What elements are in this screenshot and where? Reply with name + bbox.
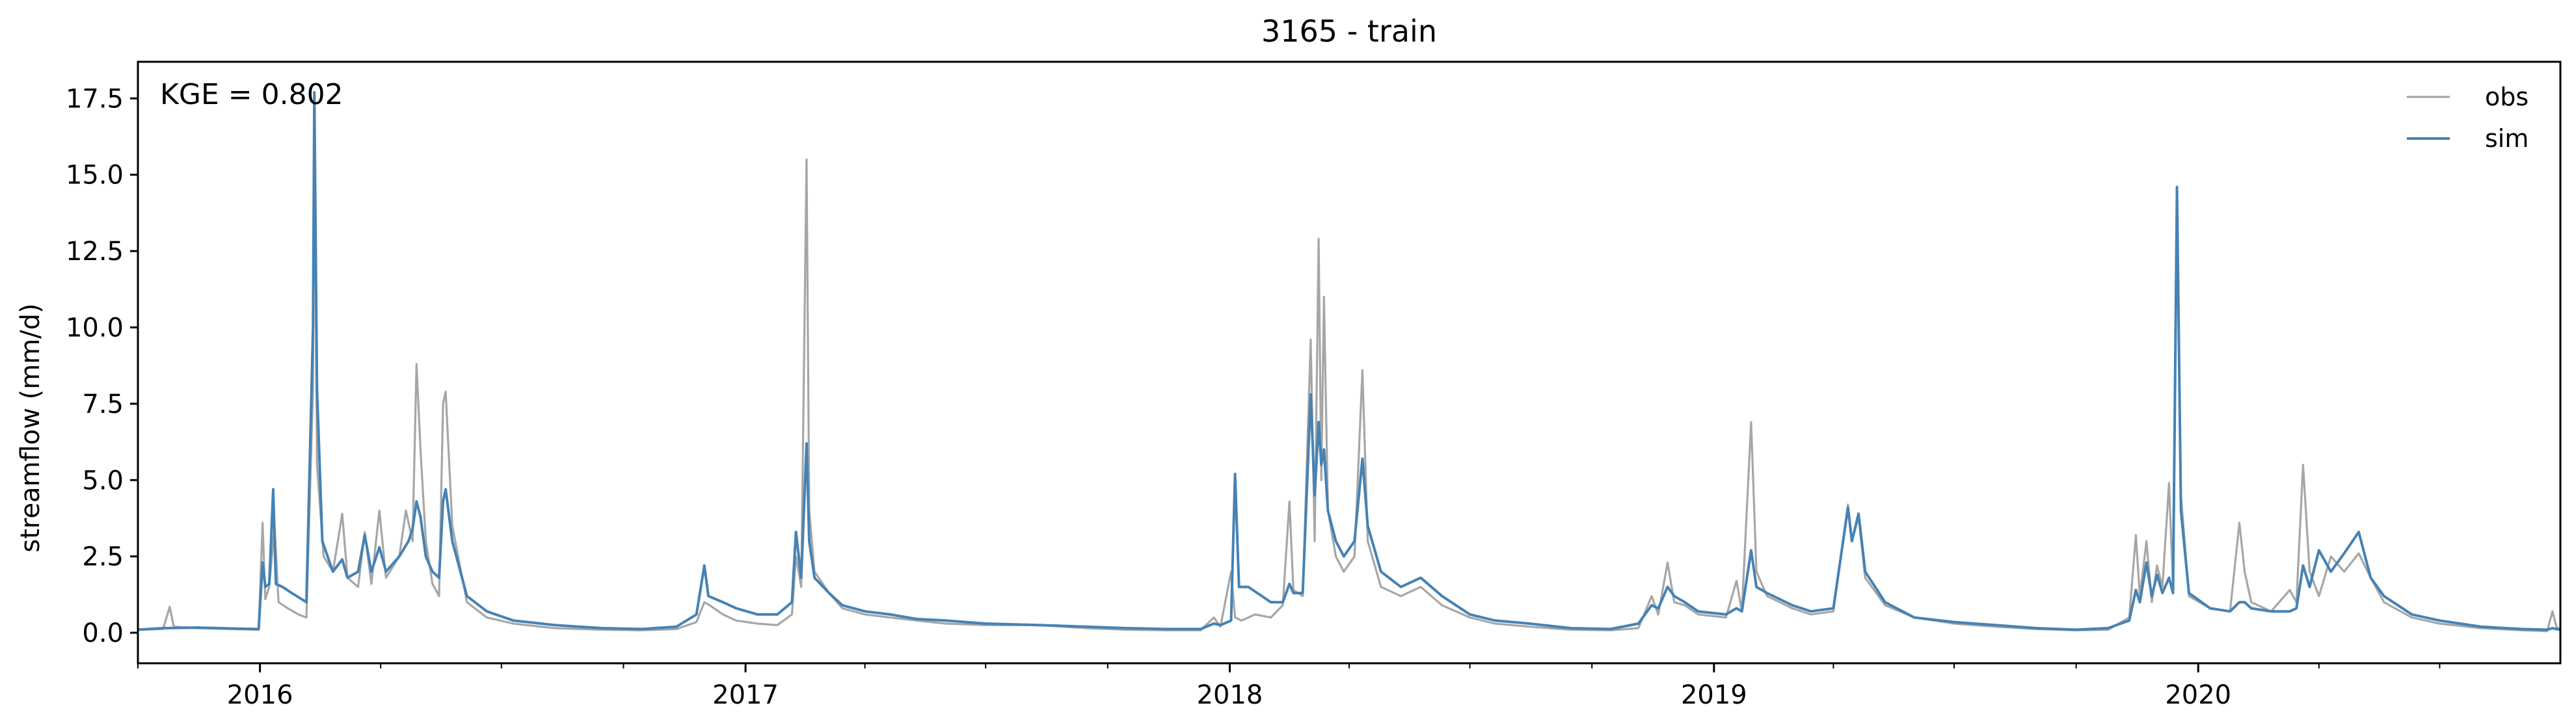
kge-annotation: KGE = 0.802 <box>160 78 343 111</box>
y-tick-label: 7.5 <box>82 390 124 419</box>
legend: obs sim <box>2407 83 2529 153</box>
y-tick-label: 15.0 <box>66 161 124 191</box>
x-tick-label: 2016 <box>227 680 293 710</box>
y-axis-title: streamflow (mm/d) <box>16 303 46 552</box>
axes: 0.0 2.5 5.0 7.5 10.0 12.5 15.0 17.5 2016 2017 2018… <box>66 84 2441 710</box>
x-tick-label: 2019 <box>1681 680 1747 710</box>
plot-area <box>137 91 2561 633</box>
x-tick-label: 2018 <box>1197 680 1263 710</box>
x-tick-label: 2017 <box>712 680 779 710</box>
series-line-sim <box>137 91 2561 631</box>
legend-label-sim: sim <box>2485 124 2529 153</box>
x-tick-label: 2020 <box>2165 680 2231 710</box>
y-tick-label: 12.5 <box>66 237 124 267</box>
y-tick-label: 17.5 <box>66 84 124 114</box>
y-tick-label: 2.5 <box>82 542 124 572</box>
y-tick-label: 5.0 <box>82 466 124 496</box>
chart-title: 3165 - train <box>1261 14 1437 49</box>
series-line-obs <box>137 97 2561 633</box>
plot-frame <box>137 60 2562 665</box>
y-tick-label: 0.0 <box>82 618 124 648</box>
y-tick-label: 10.0 <box>66 313 124 343</box>
legend-label-obs: obs <box>2485 83 2529 111</box>
